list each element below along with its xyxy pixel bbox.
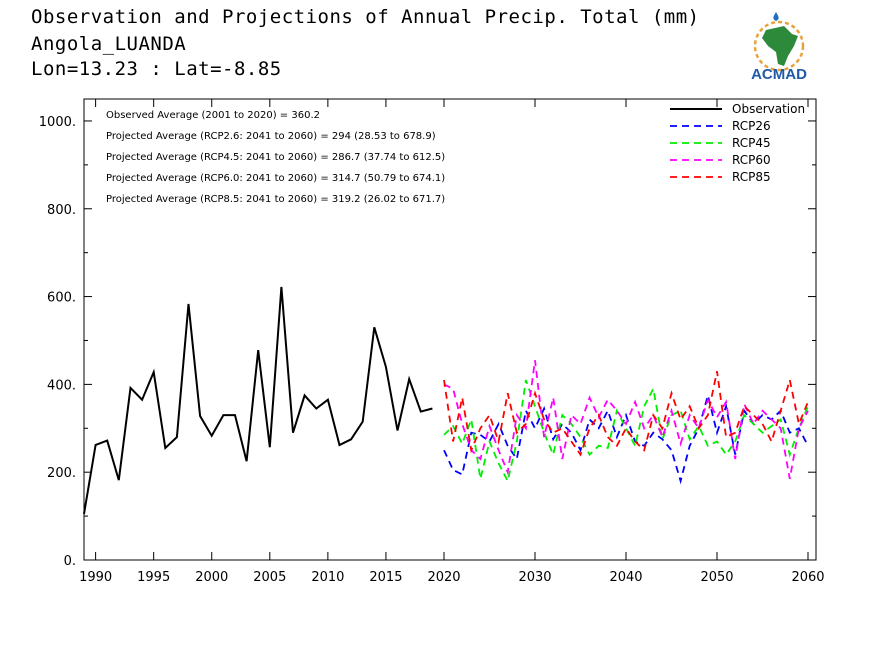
plot-frame — [83, 98, 817, 561]
annotation-line: Projected Average (RCP8.5: 2041 to 2060)… — [106, 194, 445, 205]
x-tick-label: 2015 — [369, 570, 402, 585]
chart-title: Observation and Projections of Annual Pr… — [31, 6, 700, 28]
x-tick-label: 2010 — [311, 570, 344, 585]
y-tick-label: 200. — [47, 466, 76, 481]
location-name: Angola_LUANDA — [31, 33, 187, 55]
x-tick-label: 2050 — [700, 570, 733, 585]
y-tick-label: 600. — [47, 291, 76, 306]
legend-label-rcp26: RCP26 — [732, 119, 771, 133]
annotation-line: Projected Average (RCP6.0: 2041 to 2060)… — [106, 173, 445, 184]
acmad-logo: ACMAD — [751, 12, 807, 83]
logo-text: ACMAD — [751, 66, 807, 83]
legend-label-observation: Observation — [732, 102, 805, 116]
x-tick-label: 1990 — [79, 570, 112, 585]
series-line-observation — [83, 286, 433, 515]
x-tick-label: 2020 — [427, 570, 460, 585]
x-tick-label: 2005 — [253, 570, 286, 585]
series-line-rcp26 — [443, 391, 809, 485]
y-tick-label: 1000. — [39, 115, 76, 130]
legend-label-rcp45: RCP45 — [732, 136, 771, 150]
x-tick-label: 2000 — [195, 570, 228, 585]
coordinates: Lon=13.23 : Lat=-8.85 — [31, 58, 282, 80]
x-tick-label: 2040 — [609, 570, 642, 585]
legend-label-rcp60: RCP60 — [732, 153, 771, 167]
x-tick-label: 1995 — [137, 570, 170, 585]
series-line-rcp85 — [443, 371, 809, 457]
annotation-line: Projected Average (RCP4.5: 2041 to 2060)… — [106, 152, 445, 163]
x-tick-label: 2030 — [518, 570, 551, 585]
y-tick-label: 400. — [47, 378, 76, 393]
annotation-line: Projected Average (RCP2.6: 2041 to 2060)… — [106, 131, 436, 142]
y-tick-label: 0. — [64, 554, 76, 569]
annotation-line: Observed Average (2001 to 2020) = 360.2 — [106, 110, 320, 121]
africa-map-icon — [753, 12, 805, 72]
legend-label-rcp85: RCP85 — [732, 170, 771, 184]
series-line-rcp60 — [443, 360, 809, 479]
series-line-rcp45 — [443, 379, 809, 484]
y-tick-label: 800. — [47, 203, 76, 218]
x-tick-label: 2060 — [791, 570, 824, 585]
